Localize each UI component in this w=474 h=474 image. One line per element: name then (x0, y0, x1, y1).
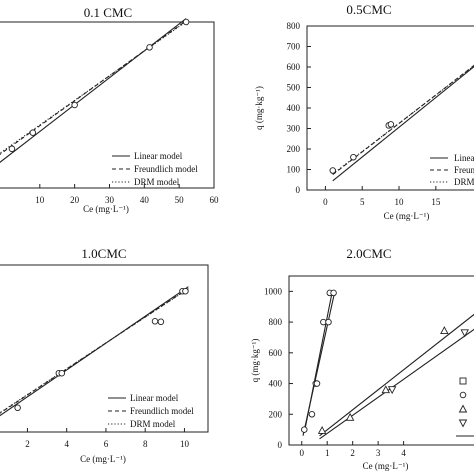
fit-line-drm-model (0, 21, 187, 154)
x-axis-label: Ce (mg·L⁻¹) (80, 454, 126, 464)
data-point-circle (308, 411, 316, 418)
x-axis-label: Ce (mg·L⁻¹) (384, 211, 430, 221)
x-tick-label: 40 (140, 195, 150, 205)
data-point-circle (330, 289, 337, 297)
data-point-triangle-down (387, 386, 397, 395)
x-tick-label: 4 (64, 439, 69, 449)
data-point-triangle (381, 385, 391, 394)
fit-line-linear (332, 66, 474, 182)
x-tick-label: 15 (431, 197, 441, 207)
y-tick-label: 600 (269, 348, 283, 358)
x-tick-label: 30 (105, 195, 115, 205)
y-tick-label: 200 (287, 144, 301, 154)
legend-label: DRM model (134, 177, 180, 187)
legend-label: DRM (454, 177, 474, 187)
data-point (29, 129, 37, 136)
y-tick-label: 800 (287, 21, 301, 31)
legend-label: Freundlich model (130, 406, 194, 416)
x-tick-label: 0 (299, 448, 304, 458)
panel-title-3: 2.0CMC (346, 246, 391, 261)
data-point (182, 287, 189, 295)
y-tick-label: 200 (269, 409, 283, 419)
x-tick-label: 10 (395, 197, 405, 207)
x-tick-label: 60 (210, 195, 220, 205)
fit-line-freundlich-model (0, 287, 189, 414)
legend-label: Linear model (130, 393, 179, 403)
data-point (329, 167, 337, 174)
data-point-triangle-down (460, 329, 469, 338)
panel-title-0: 0.1 CMC (84, 5, 132, 20)
panel-title-2: 1.0CMC (81, 246, 126, 261)
x-tick-label: 20 (70, 195, 80, 205)
y-tick-label: 400 (269, 379, 283, 389)
y-tick-label: 500 (287, 83, 301, 93)
x-tick-label: 10 (35, 195, 45, 205)
fit-line-1 (303, 291, 333, 433)
y-tick-label: 1000 (264, 286, 283, 296)
legend-label: Freundlich model (134, 164, 198, 174)
x-tick-label: 8 (143, 439, 148, 449)
legend-marker-triangle (458, 404, 468, 413)
data-point (182, 18, 190, 26)
data-point (151, 318, 159, 325)
x-tick-label: 1 (325, 448, 330, 458)
y-tick-label: 400 (287, 103, 301, 113)
data-point (146, 44, 153, 51)
y-axis-label: q (mg·kg⁻¹) (254, 86, 264, 130)
data-point-circle (301, 426, 308, 433)
fit-line-drm-model (0, 288, 189, 414)
x-tick-label: 0 (323, 197, 328, 207)
legend-marker-square (459, 377, 467, 385)
x-tick-label: 10 (180, 439, 190, 449)
plot-frame-2 (0, 264, 209, 433)
data-point-triangle (317, 425, 327, 434)
data-point (14, 404, 21, 412)
data-point (350, 153, 357, 161)
x-tick-label: 3 (376, 448, 381, 458)
y-tick-label: 0 (296, 185, 301, 195)
x-tick-label: 2 (25, 439, 30, 449)
plot-frame-0 (0, 21, 215, 189)
plot-frame-3 (288, 275, 474, 446)
x-tick-label: 5 (360, 197, 365, 207)
x-axis-label: Ce (mg·L⁻¹) (83, 204, 129, 214)
y-tick-label: 700 (287, 42, 301, 52)
legend-label: Linear model (134, 151, 183, 161)
data-point (387, 121, 395, 128)
x-tick-label: 50 (175, 195, 185, 205)
data-point-triangle (440, 326, 449, 334)
legend-label: DRM model (130, 419, 176, 429)
plot-frame-1 (306, 25, 474, 191)
panel-title-1: 0.5CMC (346, 2, 391, 17)
x-axis-label: Ce (mg·L⁻¹) (363, 461, 409, 471)
y-tick-label: 100 (287, 165, 301, 175)
data-point-triangle (345, 412, 355, 421)
fit-line-linear-model (0, 18, 187, 163)
fit-line-2 (319, 313, 474, 437)
y-tick-label: 0 (278, 440, 283, 450)
fit-line-drm (332, 65, 474, 175)
legend-label: Linear (454, 153, 474, 163)
x-tick-label: 4 (401, 448, 406, 458)
data-point-circle (325, 318, 332, 326)
data-point-circle (313, 380, 321, 387)
legend-marker-circle (459, 391, 467, 399)
y-axis-label: q (mg·kg⁻¹) (250, 339, 260, 383)
data-point (58, 369, 66, 377)
data-point (71, 101, 78, 109)
fit-line-3 (319, 328, 474, 440)
legend-label: Freundl (454, 165, 474, 175)
data-point (157, 318, 165, 326)
x-tick-label: 2 (350, 448, 355, 458)
x-tick-label: 6 (104, 439, 109, 449)
legend-marker-triangle-down (458, 419, 468, 428)
y-tick-label: 800 (269, 317, 283, 327)
y-tick-label: 600 (287, 62, 301, 72)
data-point (8, 145, 16, 153)
y-tick-label: 300 (287, 124, 301, 134)
